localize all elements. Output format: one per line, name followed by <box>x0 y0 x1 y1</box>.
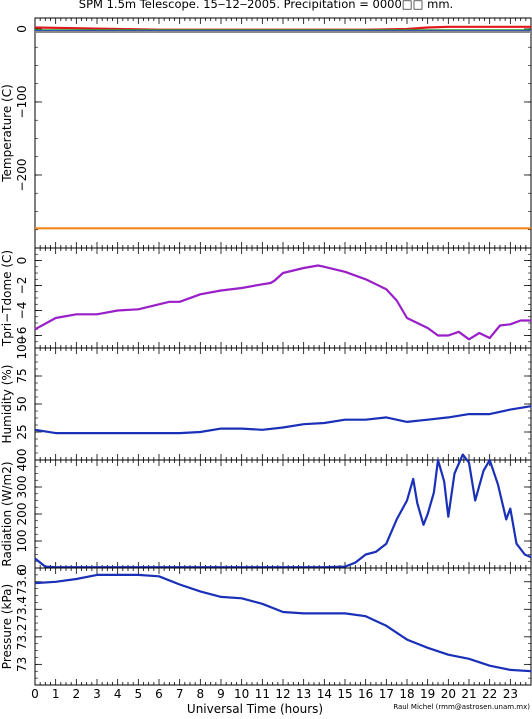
x-tick-label: 10 <box>234 687 249 701</box>
y-tick-label: 100 <box>15 530 29 553</box>
series-line-tpri-tdome-0 <box>34 264 531 341</box>
x-tick-label: 6 <box>155 687 163 701</box>
y-tick-label: 73 <box>15 657 29 672</box>
x-tick-label: 3 <box>93 687 101 701</box>
x-axis-label: Universal Time (hours) <box>187 702 323 716</box>
y-tick-label: 200 <box>15 503 29 526</box>
x-tick-label: 15 <box>337 687 352 701</box>
x-tick-label: 16 <box>358 687 373 701</box>
y-axis-label: Radiation (W/m2) <box>0 461 14 566</box>
panel-frame <box>34 17 532 249</box>
x-tick-label: 12 <box>275 687 290 701</box>
y-tick-label: 100 <box>15 337 29 360</box>
y-tick-label: −2 <box>15 277 29 295</box>
x-tick-label: 23 <box>503 687 518 701</box>
x-tick-label: 4 <box>114 687 122 701</box>
y-axis-label: Tpri−Tdome (C) <box>0 250 14 347</box>
y-tick-label: 300 <box>15 476 29 499</box>
y-axis-label: Humidity (%) <box>0 365 14 444</box>
credit-text: Raul Michel (rmm@astrosen.unam.mx) <box>393 703 530 711</box>
x-tick-label: 9 <box>217 687 225 701</box>
figure-title: SPM 1.5m Telescope. 15‒12‒2005. Precipit… <box>79 0 453 11</box>
x-tick-label: 7 <box>176 687 184 701</box>
x-tick-label: 14 <box>317 687 332 701</box>
x-tick-label: 2 <box>73 687 81 701</box>
y-axis-label: Temperature (C) <box>0 84 14 183</box>
y-tick-label: 73.4 <box>15 596 29 623</box>
y-tick-label: 50 <box>15 396 29 411</box>
y-tick-label: −4 <box>15 302 29 320</box>
y-tick-label: 400 <box>15 449 29 472</box>
x-tick-label: 18 <box>399 687 414 701</box>
panel-frame <box>34 459 532 569</box>
panel-frame <box>34 347 532 461</box>
y-tick-label: 75 <box>15 368 29 383</box>
y-tick-label: −100 <box>15 85 29 118</box>
y-tick-label: 73.2 <box>15 623 29 650</box>
y-tick-label: 0 <box>15 257 29 265</box>
x-tick-label: 22 <box>482 687 497 701</box>
y-tick-label: 0 <box>15 456 29 464</box>
y-tick-label: 73.6 <box>15 568 29 595</box>
x-tick-label: 1 <box>52 687 60 701</box>
y-tick-label: −200 <box>15 158 29 191</box>
x-tick-label: 8 <box>197 687 205 701</box>
panel-frame <box>34 567 532 686</box>
x-tick-label: 13 <box>296 687 311 701</box>
x-tick-label: 17 <box>379 687 394 701</box>
y-axis-label: Pressure (kPa) <box>0 584 14 669</box>
x-tick-label: 0 <box>31 687 39 701</box>
x-tick-label: 19 <box>420 687 435 701</box>
series-line-temperature-0 <box>34 25 531 31</box>
series-line-humidity-0 <box>34 405 532 435</box>
series-line-pressure-0 <box>34 573 532 673</box>
series-line-radiation-0 <box>34 453 532 569</box>
y-tick-label: 0 <box>15 25 29 33</box>
y-tick-label: 25 <box>15 424 29 439</box>
y-tick-label: −6 <box>15 327 29 345</box>
y-tick-label: 0 <box>15 564 29 572</box>
x-tick-label: 5 <box>135 687 143 701</box>
x-tick-label: 21 <box>461 687 476 701</box>
x-tick-label: 20 <box>441 687 456 701</box>
x-tick-label: 11 <box>255 687 270 701</box>
